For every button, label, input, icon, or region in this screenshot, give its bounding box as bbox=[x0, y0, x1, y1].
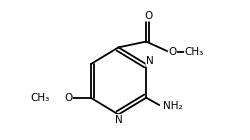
Text: NH₂: NH₂ bbox=[163, 101, 182, 111]
Text: CH₃: CH₃ bbox=[185, 47, 204, 58]
Text: CH₃: CH₃ bbox=[30, 93, 50, 103]
Text: N: N bbox=[146, 56, 154, 66]
Text: O: O bbox=[64, 93, 72, 103]
Text: N: N bbox=[114, 115, 122, 125]
Text: O: O bbox=[144, 11, 152, 21]
Text: O: O bbox=[168, 47, 176, 58]
